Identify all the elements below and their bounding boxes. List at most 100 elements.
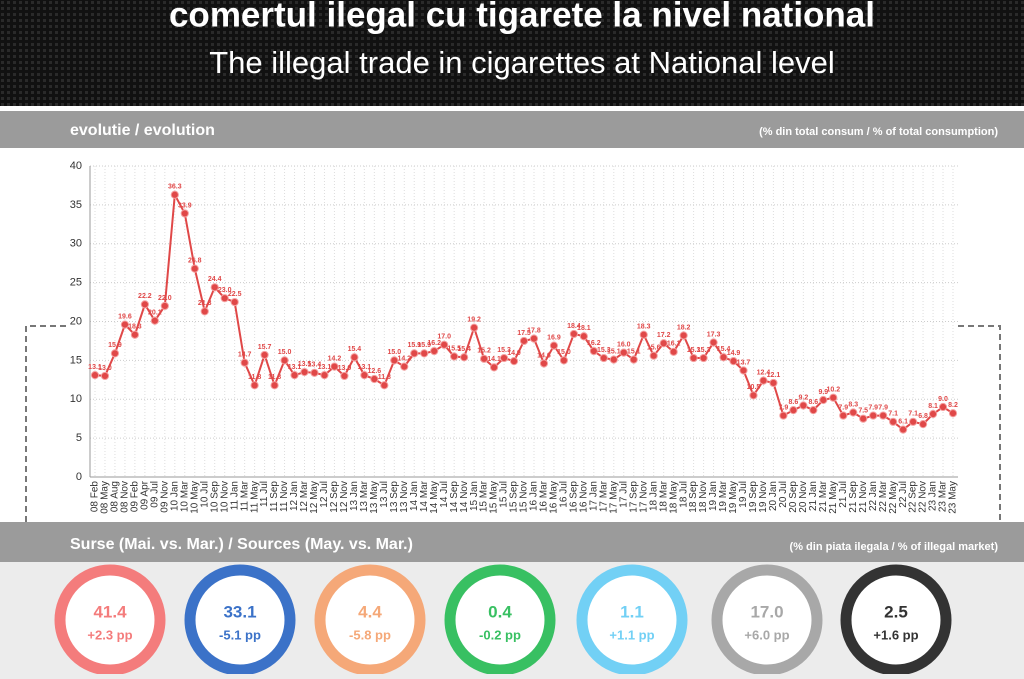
x-tick-label: 08 May	[100, 481, 111, 514]
x-tick-label: 10 Nov	[219, 481, 230, 513]
data-label: 14.2	[397, 355, 411, 362]
data-label: 13.1	[358, 364, 372, 371]
source-change: -5.1 pp	[219, 627, 261, 642]
point	[270, 381, 279, 390]
point	[709, 338, 718, 347]
point	[569, 329, 578, 339]
point	[659, 339, 668, 348]
x-tick-label: 14 Jan	[409, 481, 420, 511]
x-tick-label: 14 Nov	[459, 481, 470, 513]
point	[519, 336, 529, 346]
data-label: 21.3	[198, 300, 212, 307]
data-label: 19.2	[467, 317, 481, 324]
x-tick-label: 20 Sep	[788, 481, 799, 513]
source-change: -0.2 pp	[479, 627, 521, 642]
data-label: 15.9	[407, 342, 421, 349]
point	[609, 355, 618, 364]
point	[869, 411, 878, 420]
data-label: 8.1	[928, 403, 938, 410]
source-change: +1.6 pp	[873, 627, 918, 642]
data-label: 36.3	[168, 184, 182, 191]
x-tick-label: 18 Sep	[688, 481, 699, 513]
point	[879, 411, 888, 420]
x-tick-label: 19 Jul	[738, 481, 749, 508]
point	[120, 320, 130, 329]
point	[250, 381, 259, 390]
x-tick-label: 21 Jul	[838, 481, 849, 508]
source-value: 0.4	[488, 602, 512, 621]
data-label: 9.9	[818, 389, 828, 396]
x-tick-label: 22 Jan	[868, 481, 879, 511]
point	[639, 330, 648, 339]
data-label: 10.2	[826, 387, 840, 394]
x-tick-label: 08 Nov	[120, 481, 131, 513]
x-tick-label: 17 Jul	[618, 481, 629, 508]
x-tick-label: 11 Nov	[279, 481, 290, 512]
data-label: 24.4	[208, 276, 222, 283]
data-label: 9.0	[938, 396, 948, 403]
point	[909, 417, 918, 426]
data-label: 12.6	[368, 368, 382, 375]
x-tick-label: 15 Sep	[509, 481, 520, 513]
data-label: 6.8	[918, 413, 928, 420]
data-label: 15.0	[557, 349, 571, 356]
x-tick-label: 22 Jul	[898, 481, 909, 508]
x-tick-label: 08 Aug	[110, 481, 121, 512]
data-label: 15.1	[607, 348, 621, 355]
data-label: 14.6	[537, 352, 551, 359]
data-label: 13.1	[88, 364, 102, 371]
x-tick-label: 13 May	[369, 481, 380, 514]
data-label: 15.9	[108, 342, 122, 349]
x-tick-label: 14 Jul	[439, 481, 450, 508]
x-tick-label: 19 Jan	[708, 481, 719, 511]
data-label: 6.1	[898, 418, 908, 425]
point	[629, 355, 638, 364]
point	[360, 371, 369, 380]
x-tick-label: 20 Jan	[768, 481, 779, 511]
point	[260, 350, 269, 360]
x-tick-label: 21 Sep	[848, 481, 859, 513]
x-tick-label: 11 May	[249, 481, 260, 513]
data-label: 13.7	[737, 359, 751, 366]
x-tick-label: 15 May	[489, 481, 500, 514]
point	[549, 341, 559, 350]
data-label: 14.7	[238, 352, 252, 359]
point	[390, 356, 399, 365]
data-label: 15.1	[627, 348, 641, 355]
point	[400, 362, 409, 371]
point	[130, 330, 139, 339]
point	[749, 391, 758, 400]
point	[499, 353, 509, 363]
x-tick-label: 08 Feb	[90, 481, 101, 513]
point	[928, 409, 938, 419]
y-tick-label: 15	[70, 354, 82, 366]
point	[799, 401, 808, 410]
data-label: 7.9	[878, 404, 888, 411]
point	[350, 353, 359, 362]
data-label: 10.5	[747, 384, 761, 391]
source-value: 17.0	[750, 602, 783, 621]
point	[140, 300, 149, 309]
source-ring	[711, 564, 823, 676]
data-label: 33.9	[178, 202, 192, 209]
point	[739, 366, 748, 375]
data-label: 8.6	[789, 399, 799, 406]
x-tick-label: 19 Nov	[758, 481, 769, 513]
point	[729, 357, 738, 366]
data-label: 17.3	[707, 331, 721, 338]
x-tick-label: 15 Mar	[479, 480, 490, 512]
point	[849, 408, 858, 417]
point	[150, 316, 159, 325]
y-tick-label: 30	[70, 238, 82, 250]
point	[669, 347, 678, 356]
x-tick-label: 16 Sep	[569, 481, 580, 513]
x-tick-label: 13 Jul	[379, 481, 390, 508]
point	[699, 353, 708, 363]
frame	[25, 325, 1001, 522]
data-label: 11.8	[248, 374, 261, 381]
y-tick-label: 10	[70, 393, 82, 405]
point	[450, 352, 459, 361]
point	[719, 353, 728, 362]
point	[200, 307, 209, 316]
